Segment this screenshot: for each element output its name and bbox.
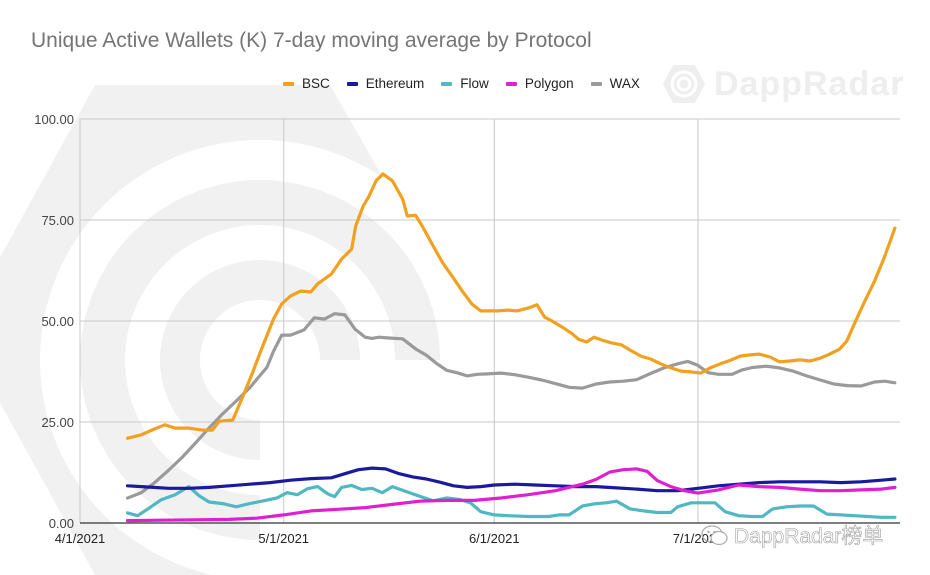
legend-item-wax: WAX xyxy=(590,76,640,91)
legend-item-flow: Flow xyxy=(441,76,489,91)
series-line-wax xyxy=(125,312,897,500)
legend-label: BSC xyxy=(302,76,330,91)
wechat-watermark: DappRadar榜单 xyxy=(700,520,884,550)
chart-title: Unique Active Wallets (K) 7-day moving a… xyxy=(31,29,592,52)
legend-label: Flow xyxy=(460,76,489,91)
wechat-watermark-text: DappRadar榜单 xyxy=(734,525,884,549)
chart-legend: BSC Ethereum Flow Polygon WAX xyxy=(283,76,657,91)
legend-item-ethereum: Ethereum xyxy=(346,76,425,91)
series-line-bsc xyxy=(125,172,897,440)
y-tick-label: 75.00 xyxy=(41,213,74,228)
dappradar-logo-icon xyxy=(663,65,705,103)
legend-swatch xyxy=(505,81,517,86)
x-tick-label: 4/1/2021 xyxy=(55,531,106,546)
y-tick-label: 50.00 xyxy=(41,314,74,329)
y-tick-label: 0.00 xyxy=(49,516,74,531)
legend-swatch xyxy=(590,81,602,86)
series-line-polygon xyxy=(125,467,897,523)
legend-swatch xyxy=(346,81,358,86)
legend-label: Ethereum xyxy=(365,76,425,91)
legend-item-bsc: BSC xyxy=(283,76,330,91)
x-tick-label: 6/1/2021 xyxy=(469,531,520,546)
wechat-icon xyxy=(701,525,728,546)
y-tick-label: 25.00 xyxy=(41,415,74,430)
series-line-flow xyxy=(125,483,897,519)
x-tick-label: 5/1/2021 xyxy=(258,531,309,546)
legend-item-polygon: Polygon xyxy=(505,76,574,91)
dappradar-logo-watermark: DappRadar xyxy=(662,62,904,106)
dappradar-watermark-text: DappRadar xyxy=(714,64,905,103)
series-line-ethereum xyxy=(125,466,897,493)
legend-label: Polygon xyxy=(524,76,574,91)
legend-label: WAX xyxy=(609,76,640,91)
legend-swatch xyxy=(283,81,294,86)
y-tick-label: 100.00 xyxy=(34,112,74,127)
legend-swatch xyxy=(441,81,453,86)
